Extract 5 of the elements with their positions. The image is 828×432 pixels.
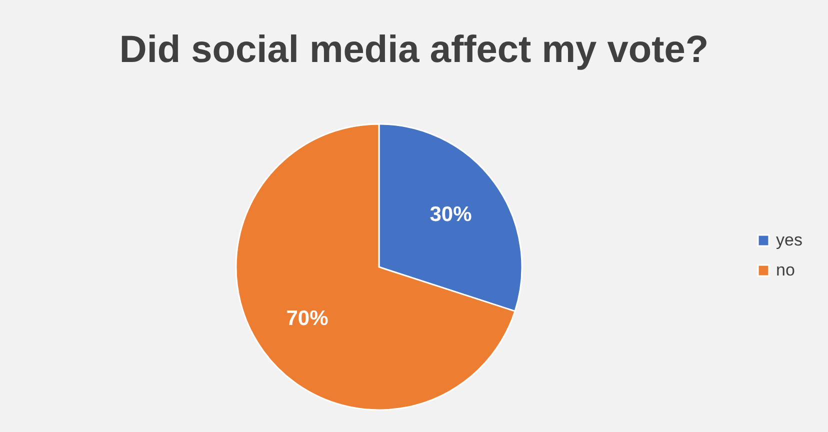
data-label: 70% (286, 307, 329, 330)
legend-label: no (776, 260, 795, 280)
legend-label: yes (776, 230, 802, 250)
chart-title: Did social media affect my vote? (119, 29, 709, 71)
data-label: 30% (430, 202, 472, 226)
